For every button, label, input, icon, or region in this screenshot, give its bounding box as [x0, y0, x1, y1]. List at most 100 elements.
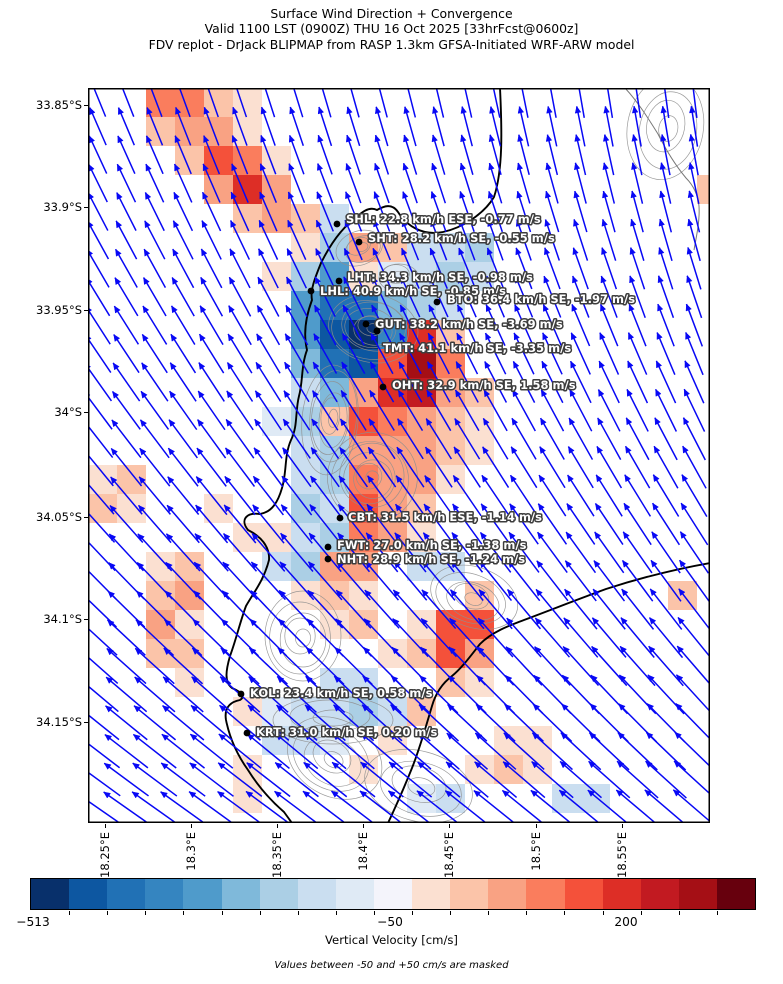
- station-label-KRT: KRT: 31.0 km/h SE, 0.20 m/s: [256, 725, 438, 739]
- y-tick-label: 34°S: [54, 405, 82, 419]
- colorbar-segment-2: [107, 879, 146, 909]
- colorbar-segment-17: [678, 879, 717, 909]
- colorbar-minor-tick: [526, 911, 528, 915]
- colorbar-minor-tick: [259, 911, 261, 915]
- colorbar-minor-tick: [602, 911, 604, 915]
- y-tick-mark: [84, 309, 88, 311]
- colorbar-segment-6: [259, 879, 298, 909]
- station-dot-FWT: [324, 543, 332, 551]
- colorbar-minor-tick: [69, 911, 71, 915]
- colorbar-segment-15: [602, 879, 641, 909]
- colorbar-minor-tick: [564, 911, 566, 915]
- colorbar-segment-3: [145, 879, 184, 909]
- colorbar-minor-tick: [297, 911, 299, 915]
- colorbar-minor-tick: [107, 911, 109, 915]
- colorbar-minor-tick: [183, 911, 185, 915]
- station-label-KOL: KOL: 23.4 km/h SE, 0.58 m/s: [250, 686, 433, 700]
- station-labels: SHL: 22.8 km/h ESE, -0.77 m/s SHT: 28.2 k…: [237, 211, 637, 741]
- y-tick-label: 33.9°S: [43, 200, 82, 214]
- station-dot-SHT: [355, 238, 363, 246]
- x-tick-mark: [362, 824, 364, 828]
- station-label-NHT: NHT: 28.9 km/h SE, -1.24 m/s: [337, 552, 525, 566]
- colorbar-segment-18: [716, 879, 756, 909]
- y-tick-label: 33.85°S: [36, 98, 82, 112]
- colorbar-minor-tick: [412, 911, 414, 915]
- y-tick-mark: [84, 618, 88, 620]
- x-tick-mark: [190, 824, 192, 828]
- station-label-SHT: SHT: 28.2 km/h SE, -0.55 m/s: [368, 231, 555, 245]
- x-tick-mark: [276, 824, 278, 828]
- station-label-CBT: CBT: 31.5 km/h ESE, -1.14 m/s: [348, 510, 542, 524]
- station-dot-KRT: [243, 729, 251, 737]
- wind-arrows: [88, 88, 710, 823]
- plot-border: [88, 88, 710, 823]
- title-line-2: Valid 1100 LST (0900Z) THU 16 Oct 2025 […: [204, 21, 579, 37]
- colorbar-segment-14: [564, 879, 603, 909]
- colorbar-segment-5: [221, 879, 260, 909]
- colorbar-minor-tick: [221, 911, 223, 915]
- station-dot-SHL: [333, 220, 341, 228]
- station-label-LHT: LHT: 34.3 km/h SE, -0.98 m/s: [347, 270, 533, 284]
- colorbar-segment-8: [335, 879, 374, 909]
- y-tick-mark: [84, 104, 88, 106]
- station-dot-GUT: [362, 320, 370, 328]
- colorbar-segment-11: [450, 879, 489, 909]
- colorbar-tick-label: 200: [614, 915, 638, 929]
- colorbar-minor-tick: [678, 911, 680, 915]
- colorbar-minor-tick: [640, 911, 642, 915]
- station-dot-LHT: [335, 277, 343, 285]
- station-dot-KOL: [237, 690, 245, 698]
- colorbar-minor-tick: [716, 911, 718, 915]
- station-label-BTO: BTO: 36.4 km/h SE, -1.97 m/s: [447, 292, 635, 306]
- colorbar-axis-label: Vertical Velocity [cm/s]: [325, 933, 458, 947]
- colorbar-minor-tick: [335, 911, 337, 915]
- x-tick-mark: [104, 824, 106, 828]
- station-label-TMT: TMT: 41.1 km/h SE, -3.35 m/s: [383, 341, 571, 355]
- colorbar-segment-12: [488, 879, 527, 909]
- title-line-3: FDV replot - DrJack BLIPMAP from RASP 1.…: [148, 36, 635, 52]
- station-dot-BTO: [433, 298, 441, 306]
- colorbar-segment-13: [526, 879, 565, 909]
- colorbar: [30, 878, 756, 910]
- station-dot-NHT: [324, 555, 332, 563]
- colorbar-segment-9: [373, 879, 413, 909]
- colorbar-minor-tick: [373, 911, 375, 915]
- y-tick-label: 34.05°S: [36, 510, 82, 524]
- station-dot-extra: [373, 327, 381, 335]
- colorbar-minor-tick: [488, 911, 490, 915]
- x-tick-mark: [621, 824, 623, 828]
- map-plot-area: SHL: 22.8 km/h ESE, -0.77 m/s SHT: 28.2 k…: [88, 88, 710, 823]
- station-dot-CBT: [336, 514, 344, 522]
- x-tick-mark: [535, 824, 537, 828]
- colorbar-segment-4: [183, 879, 222, 909]
- colorbar-segment-16: [640, 879, 679, 909]
- title-line-1: Surface Wind Direction + Convergence: [270, 6, 513, 21]
- colorbar-segment-0: [31, 879, 70, 909]
- colorbar-minor-tick: [145, 911, 147, 915]
- colorbar-masking-note: Values between -50 and +50 cm/s are mask…: [274, 960, 509, 971]
- colorbar-tick-label: −513: [16, 915, 50, 929]
- station-label-FWT: FWT: 27.0 km/h SE, -1.38 m/s: [337, 538, 527, 552]
- y-tick-label: 34.1°S: [43, 612, 82, 626]
- station-dot-LHL: [307, 287, 315, 295]
- y-tick-label: 34.15°S: [36, 715, 82, 729]
- colorbar-minor-tick: [450, 911, 452, 915]
- colorbar-tick-label: −50: [377, 915, 403, 929]
- y-tick-mark: [84, 516, 88, 518]
- map-canvas: SHL: 22.8 km/h ESE, -0.77 m/s SHT: 28.2 k…: [88, 88, 710, 823]
- y-tick-label: 33.95°S: [36, 303, 82, 317]
- y-tick-mark: [84, 411, 88, 413]
- colorbar-segment-1: [69, 879, 108, 909]
- figure-titles: Surface Wind Direction + Convergence Val…: [0, 6, 783, 52]
- x-tick-mark: [448, 824, 450, 828]
- station-label-SHL: SHL: 22.8 km/h ESE, -0.77 m/s: [346, 212, 541, 226]
- gray-coastline: [624, 88, 700, 251]
- station-label-OHT: OHT: 32.9 km/h SE, 1.58 m/s: [392, 378, 576, 392]
- colorbar-segment-7: [297, 879, 336, 909]
- station-label-LHL: LHL: 40.9 km/h SE, -0.85 m/s: [320, 284, 506, 298]
- y-tick-mark: [84, 721, 88, 723]
- colorbar-segment-10: [412, 879, 451, 909]
- station-dot-OHT: [379, 383, 387, 391]
- station-label-GUT: GUT: 38.2 km/h SE, -3.69 m/s: [375, 317, 563, 331]
